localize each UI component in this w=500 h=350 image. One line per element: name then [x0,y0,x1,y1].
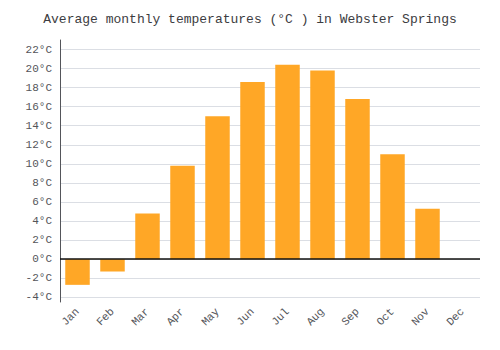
svg-text:Dec: Dec [444,306,466,328]
svg-text:Jun: Jun [234,306,256,328]
svg-text:Aug: Aug [304,306,326,328]
svg-text:4°C: 4°C [32,215,52,227]
svg-text:2°C: 2°C [32,234,52,246]
svg-text:18°C: 18°C [26,82,53,94]
svg-text:Oct: Oct [374,306,396,328]
svg-text:10°C: 10°C [26,158,53,170]
svg-text:Sep: Sep [339,306,361,328]
svg-text:-2°C: -2°C [26,272,53,284]
svg-text:Average monthly temperatures (: Average monthly temperatures (°C ) in We… [43,12,456,27]
svg-text:Jan: Jan [59,306,81,328]
svg-text:Feb: Feb [94,306,116,328]
svg-text:12°C: 12°C [26,139,53,151]
svg-text:8°C: 8°C [32,177,52,189]
svg-text:Mar: Mar [129,306,151,328]
svg-text:22°C: 22°C [26,44,53,56]
svg-text:May: May [199,305,222,328]
svg-text:6°C: 6°C [32,196,52,208]
svg-text:16°C: 16°C [26,101,53,113]
svg-text:14°C: 14°C [26,120,53,132]
svg-text:0°C: 0°C [32,253,52,265]
svg-text:Nov: Nov [409,305,432,328]
svg-text:Apr: Apr [164,306,186,328]
svg-text:Jul: Jul [269,306,291,328]
svg-text:20°C: 20°C [26,63,53,75]
svg-text:-4°C: -4°C [26,291,53,303]
